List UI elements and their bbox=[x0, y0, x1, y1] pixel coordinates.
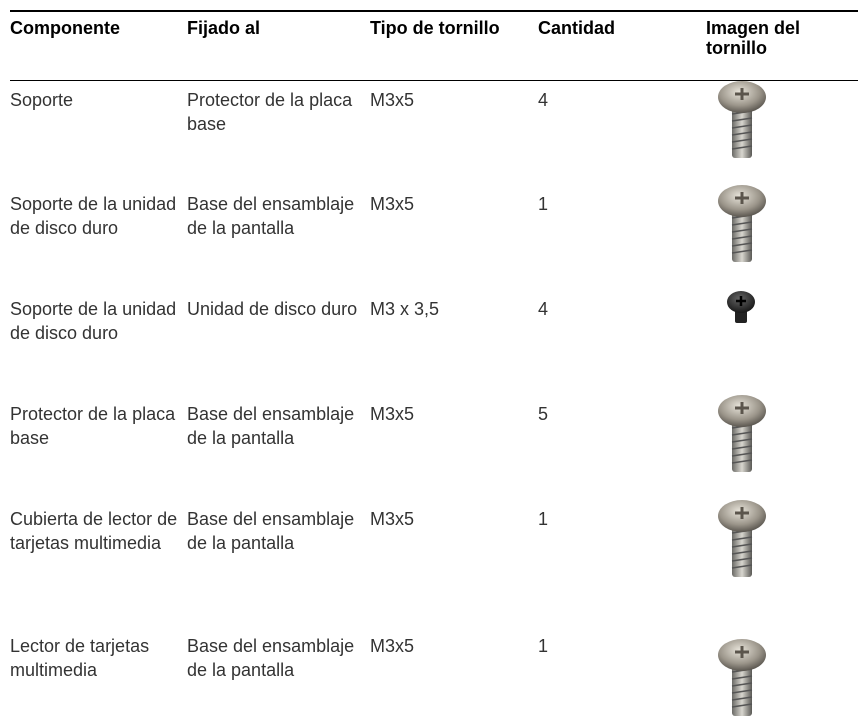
table-cell: Soporte bbox=[10, 90, 74, 110]
header-cell: Fijado al bbox=[187, 18, 261, 38]
table-cell: 1 bbox=[538, 194, 549, 214]
table-cell: M3x5 bbox=[370, 636, 415, 656]
header-cell: Imagen del tornillo bbox=[706, 18, 801, 58]
table-cell: Base del ensamblaje de la pantalla bbox=[187, 636, 355, 680]
header-cell: Tipo de tornillo bbox=[370, 18, 500, 38]
table-cell: 5 bbox=[538, 404, 549, 424]
table-cell: M3x5 bbox=[370, 509, 415, 529]
table-cell: Lector de tarjetas multimedia bbox=[10, 636, 150, 680]
table-cell: 4 bbox=[538, 90, 549, 110]
table-cell: M3 x 3,5 bbox=[370, 299, 440, 319]
table-cell: Base del ensamblaje de la pantalla bbox=[187, 404, 355, 448]
screw-image bbox=[717, 80, 767, 160]
screw-image bbox=[717, 394, 767, 474]
screw-image bbox=[717, 638, 767, 718]
table-cell: M3x5 bbox=[370, 90, 415, 110]
table-cell: Base del ensamblaje de la pantalla bbox=[187, 194, 355, 238]
top-rule bbox=[10, 10, 858, 12]
table-cell: 1 bbox=[538, 636, 549, 656]
header-cell: Componente bbox=[10, 18, 120, 38]
screw-image bbox=[717, 184, 767, 264]
screw-image bbox=[717, 499, 767, 579]
table-cell: Protector de la placa base bbox=[187, 90, 353, 134]
table-cell: Cubierta de lector de tarjetas multimedi… bbox=[10, 509, 178, 553]
table-cell: 4 bbox=[538, 299, 549, 319]
header-cell: Cantidad bbox=[538, 18, 616, 38]
table-cell: Protector de la placa base bbox=[10, 404, 176, 448]
table-cell: M3x5 bbox=[370, 404, 415, 424]
header-rule bbox=[10, 80, 858, 81]
screw-image bbox=[726, 289, 756, 325]
table-cell: 1 bbox=[538, 509, 549, 529]
table-cell: Soporte de la unidad de disco duro bbox=[10, 299, 177, 343]
table-cell: M3x5 bbox=[370, 194, 415, 214]
table-cell: Unidad de disco duro bbox=[187, 299, 358, 319]
table-cell: Base del ensamblaje de la pantalla bbox=[187, 509, 355, 553]
table-cell: Soporte de la unidad de disco duro bbox=[10, 194, 177, 238]
